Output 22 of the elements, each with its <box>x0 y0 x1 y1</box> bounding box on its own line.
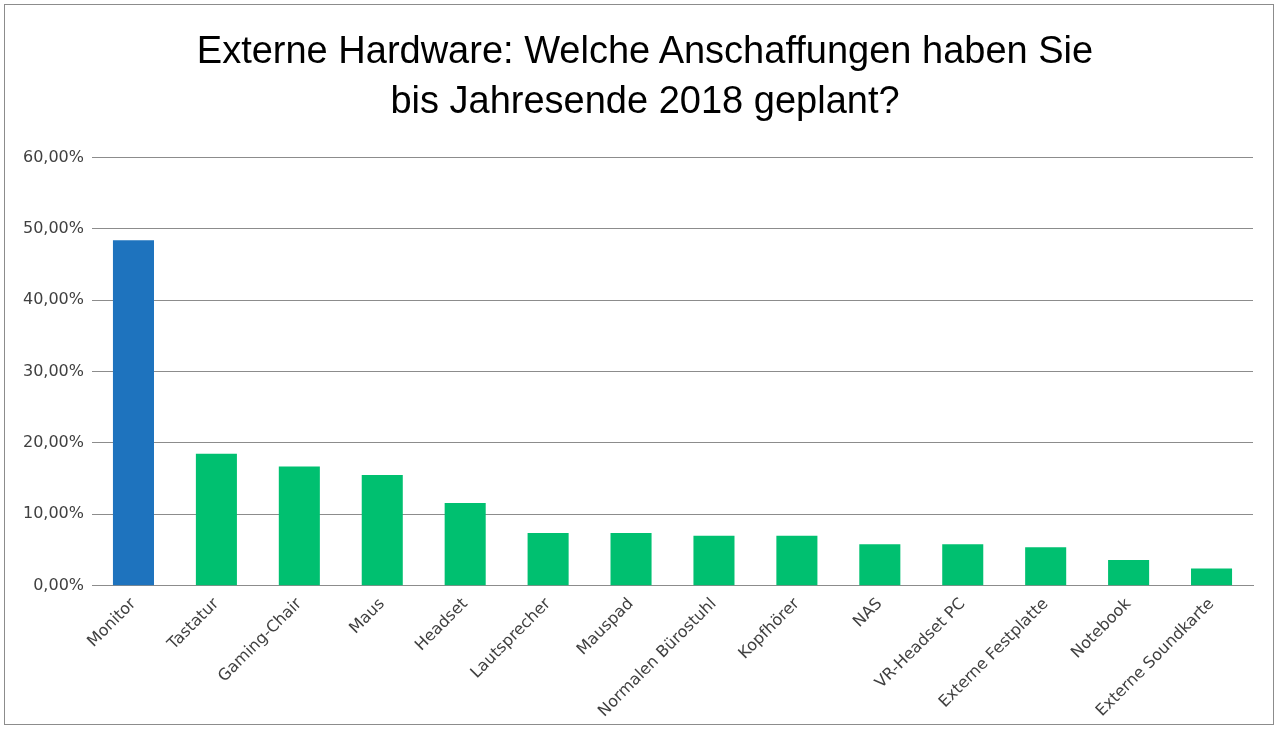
bar <box>859 544 901 586</box>
y-tick-label: 30,00% <box>22 360 85 380</box>
y-tick-label: 10,00% <box>22 503 85 523</box>
y-tick-label: 60,00% <box>22 146 85 166</box>
y-tick-label: 50,00% <box>22 218 85 238</box>
bar <box>112 240 154 586</box>
bar <box>942 544 984 586</box>
y-tick-label: 20,00% <box>22 432 85 452</box>
bar <box>610 532 652 586</box>
bar <box>195 453 237 586</box>
y-tick-label: 40,00% <box>22 289 85 309</box>
bar <box>278 466 320 586</box>
bar <box>527 532 569 586</box>
bar <box>361 475 403 586</box>
bar <box>1191 568 1233 586</box>
y-tick-label: 0,00% <box>33 574 85 594</box>
bar <box>444 502 486 586</box>
bar <box>693 535 735 586</box>
bar <box>776 535 818 586</box>
chart-title: Externe Hardware: Welche Anschaffungen haben Sie bis Jahresende 2018 geplant? <box>195 28 1095 123</box>
bar <box>1108 560 1150 586</box>
bar <box>1025 547 1067 586</box>
